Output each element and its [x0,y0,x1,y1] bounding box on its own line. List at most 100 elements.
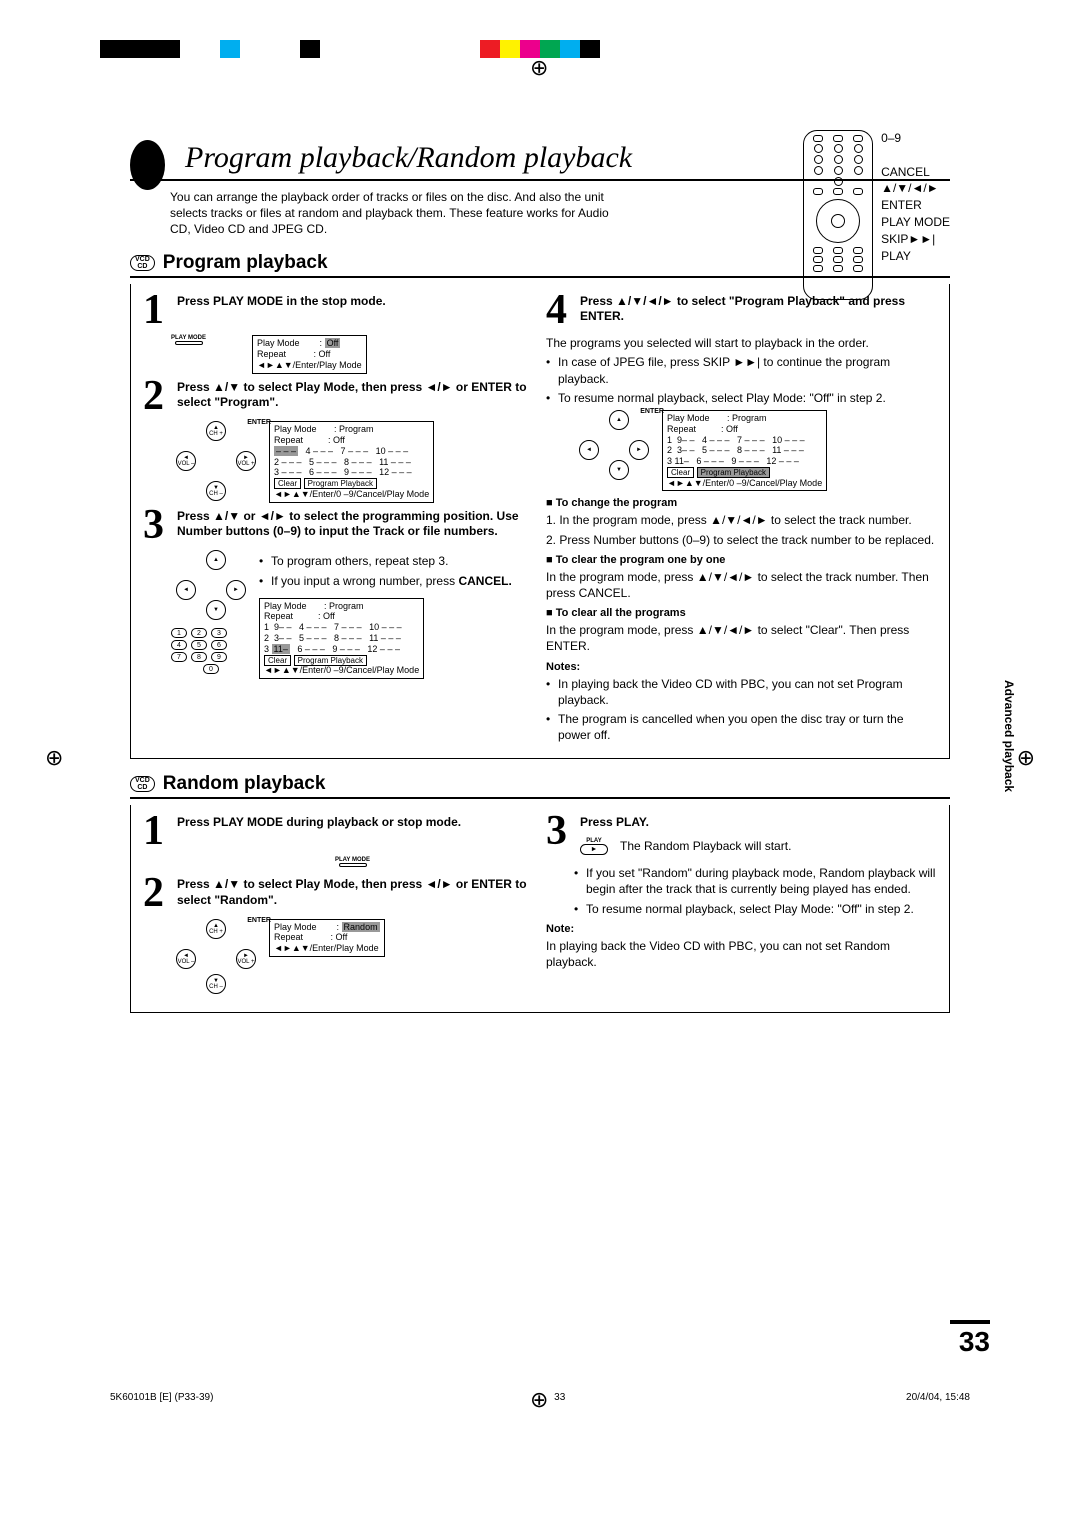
play-button-icon: PLAY ► [580,838,608,855]
play-mode-button-icon-2: PLAY MODE [171,857,534,869]
random-left-col: 1 Press PLAY MODE during playback or sto… [143,815,534,999]
clr2-t: In the program mode, press ▲/▼/◄/► to se… [546,622,937,654]
dpad2-up: ▲ [206,550,226,570]
title-oval-icon [130,140,165,190]
dpad-icon-2: ▲ ▼ ◄ ► [171,550,251,620]
enter-label-2: ENTER [640,408,664,415]
osd4-l2: Repeat : Off [667,424,822,435]
section-title-random: Random playback [163,773,326,795]
dpad4-up: ▲ CH + [206,919,226,939]
reg-mark-left: ⊕ [45,745,63,771]
step-1-text: Press PLAY MODE in the stop mode. [177,294,386,328]
r-step-2-text: Press ▲/▼ to select Play Mode, then pres… [177,877,534,911]
r-step-3-text: Press PLAY. [580,815,791,831]
r-step-1-text: Press PLAY MODE during playback or stop … [177,815,461,849]
enter-label: ENTER [247,419,271,426]
step-num-2: 2 [143,380,171,414]
dpad-icon-3: ▲ ▼ ◄ ► ENTER [574,410,654,480]
r-note: In playing back the Video CD with PBC, y… [546,938,937,970]
osd3-b1: Clear [264,655,291,666]
s4-b1: In case of JPEG file, press SKIP ►►| to … [546,354,937,386]
osd3-l3: ◄►▲▼/Enter/0 –9/Cancel/Play Mode [264,665,419,676]
notes-h: Notes: [546,661,937,673]
osd-step4: Play Mode : Program Repeat : Off 1 9– – … [662,410,827,492]
section-head-random: VCD CD Random playback [130,773,950,799]
random-content: 1 Press PLAY MODE during playback or sto… [130,805,950,1012]
dpad3-rt: ► [629,440,649,460]
footer-right: 20/4/04, 15:48 [906,1392,970,1403]
osd3-l1: Play Mode : Program [264,601,419,612]
remote-label-playmode: PLAY MODE [881,214,950,231]
program-content: 1 Press PLAY MODE in the stop mode. PLAY… [130,284,950,760]
play-label: PLAY [580,838,608,844]
osd3-r3a: 3 [264,644,272,654]
chg-2: 2. Press Number buttons (0–9) to select … [546,532,937,548]
step-3-text: Press ▲/▼ or ◄/► to select the programmi… [177,509,534,543]
reg-mark-top: ⊕ [530,55,548,81]
r-s3-b2: To resume normal playback, select Play M… [574,901,937,917]
reg-mark-right: ⊕ [1017,745,1035,771]
osd2-r3: 3 – – – 6 – – – 9 – – – 12 – – – [274,467,429,478]
play-mode-button-icon: PLAY MODE [171,335,206,347]
osd3-r3b: 11– [272,644,290,654]
main-title: Program playback/Random playback [185,141,632,175]
r-note-h: Note: [546,923,937,935]
osd3-r2: 2 3– – 5 – – – 8 – – – 11 – – – [264,633,419,644]
dpad4-rt: ► VOL + [236,949,256,969]
number-keypad-icon: 123 456 789 0 [171,626,251,676]
r-step-1: 1 Press PLAY MODE during playback or sto… [143,815,534,849]
side-tab: Advanced playback [1002,680,1016,792]
footer-mid: 33 [554,1392,565,1403]
osd4-l1: Play Mode : Program [667,413,822,424]
page-number: 33 [950,1320,990,1358]
step-1: 1 Press PLAY MODE in the stop mode. [143,294,534,328]
dpad-icon-4: ▲ CH + ▼ CH – ◄ VOL – ► VOL + ENTER [171,919,261,994]
random-right-col: 3 Press PLAY. PLAY ► The Random Playback… [546,815,937,999]
osd3-r3c: 6 – – – 9 – – – 12 – – – [290,644,400,654]
osd4-r3: 3 11– 6 – – – 9 – – – 12 – – – [667,456,822,467]
osdr-l2: Repeat : Off [274,932,380,943]
change-program-h: To change the program [546,497,937,509]
osd1-v1: Off [325,338,341,348]
osd2-r2: 2 – – – 5 – – – 8 – – – 11 – – – [274,457,429,468]
clear-one-h: To clear the program one by one [546,554,937,566]
dpad2-rt: ► [226,580,246,600]
dpad2-lf: ◄ [176,580,196,600]
dpad-icon: ▲ CH + ▼ CH – ◄ VOL – ► VOL + ENTER [171,421,261,501]
enter-label-3: ENTER [247,917,271,924]
step-2: 2 Press ▲/▼ to select Play Mode, then pr… [143,380,534,414]
osd2-l2: Repeat : Off [274,435,429,446]
osd1-l1: Play Mode : [257,338,322,348]
osd2-b2: Program Playback [304,478,377,489]
osd4-l3: ◄►▲▼/Enter/0 –9/Cancel/Play Mode [667,478,822,489]
s3-bullet2: If you input a wrong number, press CANCE… [259,573,512,589]
step-num-1: 1 [143,294,171,328]
s4-b2: To resume normal playback, select Play M… [546,390,937,406]
note2: The program is cancelled when you open t… [546,711,937,743]
disc-type-label-2: VCD CD [130,776,155,792]
remote-label-cancel: CANCEL [881,164,950,181]
osd3-r1: 1 9– – 4 – – – 7 – – – 10 – – – [264,622,419,633]
dpad2-dn: ▼ [206,600,226,620]
program-left-col: 1 Press PLAY MODE in the stop mode. PLAY… [143,294,534,747]
dpad-rt: ► VOL + [236,451,256,471]
remote-outline [803,130,873,300]
osd-random: Play Mode : Random Repeat : Off ◄►▲▼/Ent… [269,919,385,957]
r-s3-b1: If you set "Random" during playback mode… [574,865,937,897]
osd2-b1: Clear [274,478,301,489]
intro-text: You can arrange the playback order of tr… [170,189,610,238]
dpad3-lf: ◄ [579,440,599,460]
registration-color-bar [100,40,600,58]
step-2-text: Press ▲/▼ to select Play Mode, then pres… [177,380,534,414]
osdr-v1: Random [342,922,380,932]
s3-bullet1: To program others, repeat step 3. [259,553,512,569]
remote-label-09: 0–9 [881,130,950,147]
footer: 5K60101B [E] (P33-39) 33 20/4/04, 15:48 [110,1392,970,1403]
osd-step1: Play Mode : Off Repeat : Off ◄►▲▼/Enter/… [252,335,367,373]
osd2-r1: 4 – – – 7 – – – 10 – – – [298,446,408,456]
osd3-b2: Program Playback [294,655,367,666]
osd-step3: Play Mode : Program Repeat : Off 1 9– – … [259,598,424,680]
step-num-3: 3 [143,509,171,543]
osd-step2: Play Mode : Program Repeat : Off – – – 4… [269,421,434,503]
remote-label-skip: SKIP►►| [881,231,950,248]
